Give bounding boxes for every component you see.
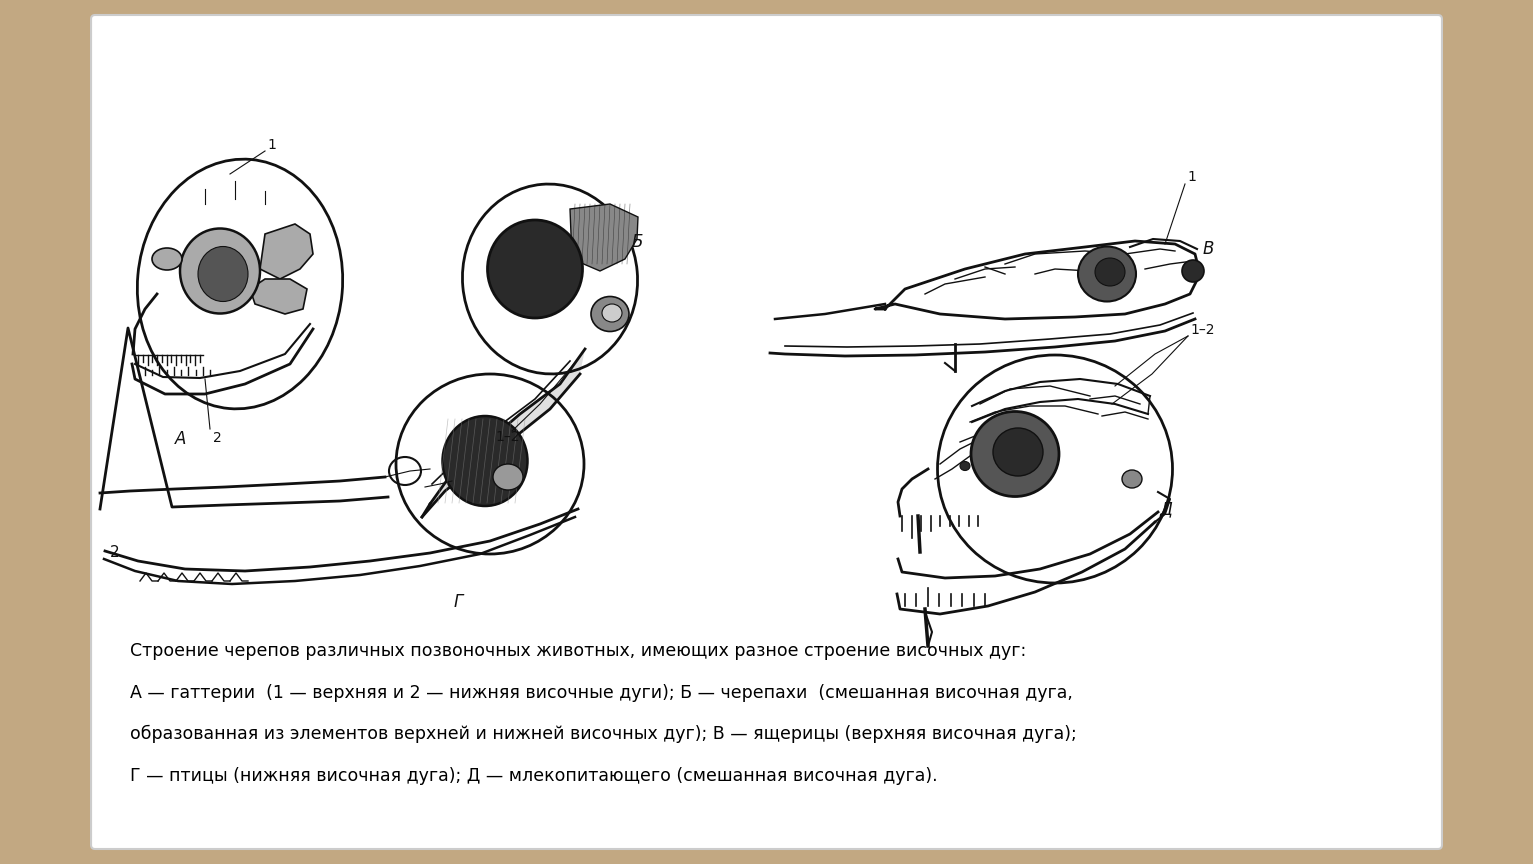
Text: 1–2: 1–2 bbox=[1190, 323, 1214, 337]
Ellipse shape bbox=[494, 464, 523, 490]
Ellipse shape bbox=[970, 411, 1059, 497]
Text: А — гаттерии  (1 — верхняя и 2 — нижняя височные дуги); Б — черепахи  (смешанная: А — гаттерии (1 — верхняя и 2 — нижняя в… bbox=[130, 683, 1073, 702]
Ellipse shape bbox=[960, 461, 970, 471]
Text: В: В bbox=[1203, 240, 1214, 258]
Text: 2: 2 bbox=[213, 431, 222, 445]
Polygon shape bbox=[261, 224, 313, 279]
Ellipse shape bbox=[1182, 260, 1203, 282]
Ellipse shape bbox=[602, 304, 622, 322]
Text: 1–2: 1–2 bbox=[495, 430, 520, 444]
Ellipse shape bbox=[487, 220, 583, 318]
Text: А: А bbox=[175, 430, 187, 448]
Text: Д: Д bbox=[1160, 500, 1173, 518]
FancyBboxPatch shape bbox=[90, 15, 1443, 849]
Ellipse shape bbox=[198, 246, 248, 302]
Ellipse shape bbox=[1095, 258, 1125, 286]
Text: 2: 2 bbox=[110, 545, 120, 560]
Ellipse shape bbox=[443, 416, 527, 506]
Text: образованная из элементов верхней и нижней височных дуг); В — ящерицы (верхняя в: образованная из элементов верхней и нижн… bbox=[130, 725, 1078, 743]
Text: Г — птицы (нижняя височная дуга); Д — млекопитающего (смешанная височная дуга).: Г — птицы (нижняя височная дуга); Д — мл… bbox=[130, 766, 938, 785]
Ellipse shape bbox=[1122, 470, 1142, 488]
Polygon shape bbox=[422, 349, 586, 517]
Text: 1: 1 bbox=[267, 138, 276, 152]
Polygon shape bbox=[250, 279, 307, 314]
Polygon shape bbox=[875, 241, 1200, 319]
Text: Б: Б bbox=[632, 233, 644, 251]
Ellipse shape bbox=[993, 428, 1042, 476]
Text: 1: 1 bbox=[1187, 170, 1196, 184]
Ellipse shape bbox=[592, 296, 629, 332]
Text: Строение черепов различных позвоночных животных, имеющих разное строение височны: Строение черепов различных позвоночных ж… bbox=[130, 642, 1027, 660]
Polygon shape bbox=[570, 204, 638, 271]
Ellipse shape bbox=[152, 248, 182, 270]
Ellipse shape bbox=[1078, 246, 1136, 302]
Ellipse shape bbox=[179, 228, 261, 314]
Text: Г: Г bbox=[454, 593, 463, 611]
